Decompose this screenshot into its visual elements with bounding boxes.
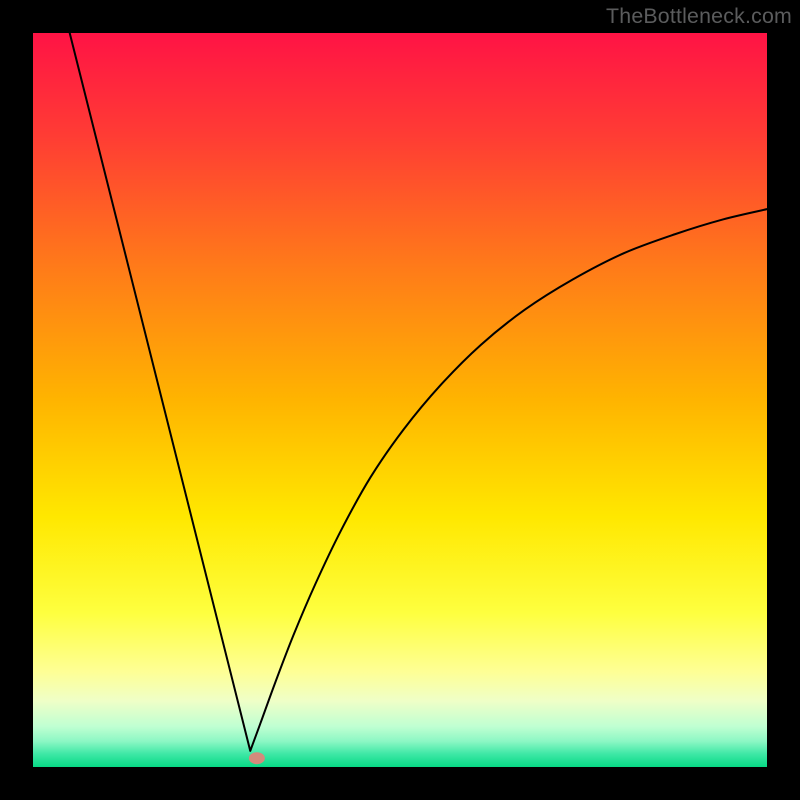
plot-background <box>33 33 767 767</box>
minimum-marker <box>249 752 265 764</box>
watermark-text: TheBottleneck.com <box>606 4 792 29</box>
chart-root: TheBottleneck.com <box>0 0 800 800</box>
chart-svg <box>0 0 800 800</box>
